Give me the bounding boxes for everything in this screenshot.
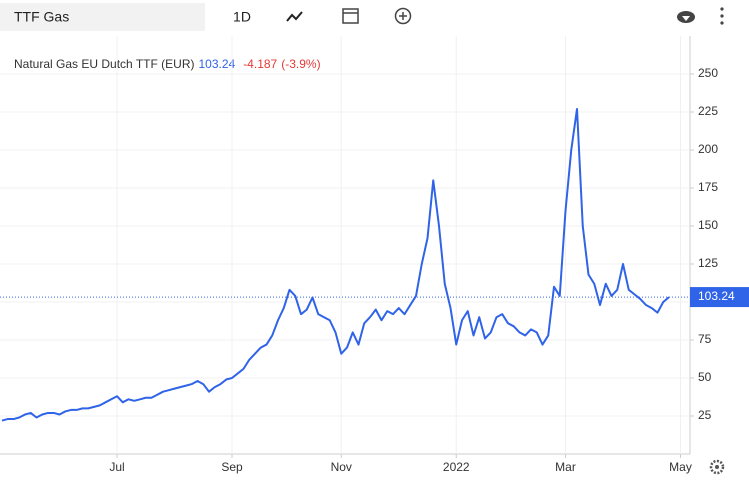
settings-icon[interactable]	[709, 459, 725, 475]
last-price-label: 103.24	[698, 289, 735, 303]
download-icon[interactable]	[677, 11, 695, 23]
line	[1, 107, 670, 422]
legend-value: 103.24	[198, 57, 235, 71]
chart-type-icon[interactable]	[286, 11, 303, 22]
search-text[interactable]: TTF Gas	[14, 9, 69, 25]
x-tick-label: Nov	[331, 460, 352, 474]
add-icon[interactable]	[394, 7, 412, 25]
y-tick-label: 75	[698, 332, 712, 346]
y-tick-label: 250	[698, 66, 718, 80]
y-tick-label: 150	[698, 218, 718, 232]
x-tick-label: 2022	[443, 460, 470, 474]
y-tick-label: 25	[698, 408, 712, 422]
y-tick-label: 200	[698, 142, 718, 156]
y-tick-label: 50	[698, 370, 712, 384]
legend-change-pct: (-3.9%)	[281, 57, 320, 71]
y-tick-label: 225	[698, 104, 718, 118]
x-tick-label: Jul	[109, 460, 124, 474]
calendar-icon[interactable]	[342, 8, 359, 24]
search-box[interactable]	[0, 3, 205, 31]
x-tick-label: Sep	[221, 460, 243, 474]
legend-name: Natural Gas EU Dutch TTF (EUR)	[14, 57, 194, 71]
y-tick-label: 125	[698, 256, 718, 270]
y-tick-label: 175	[698, 180, 718, 194]
last-price-box	[690, 287, 749, 308]
x-tick-label: May	[669, 460, 692, 474]
legend-change: -4.187	[243, 57, 277, 71]
interval-button[interactable]: 1D	[233, 9, 251, 25]
menu-icon[interactable]	[720, 7, 724, 25]
x-tick-label: Mar	[555, 460, 576, 474]
